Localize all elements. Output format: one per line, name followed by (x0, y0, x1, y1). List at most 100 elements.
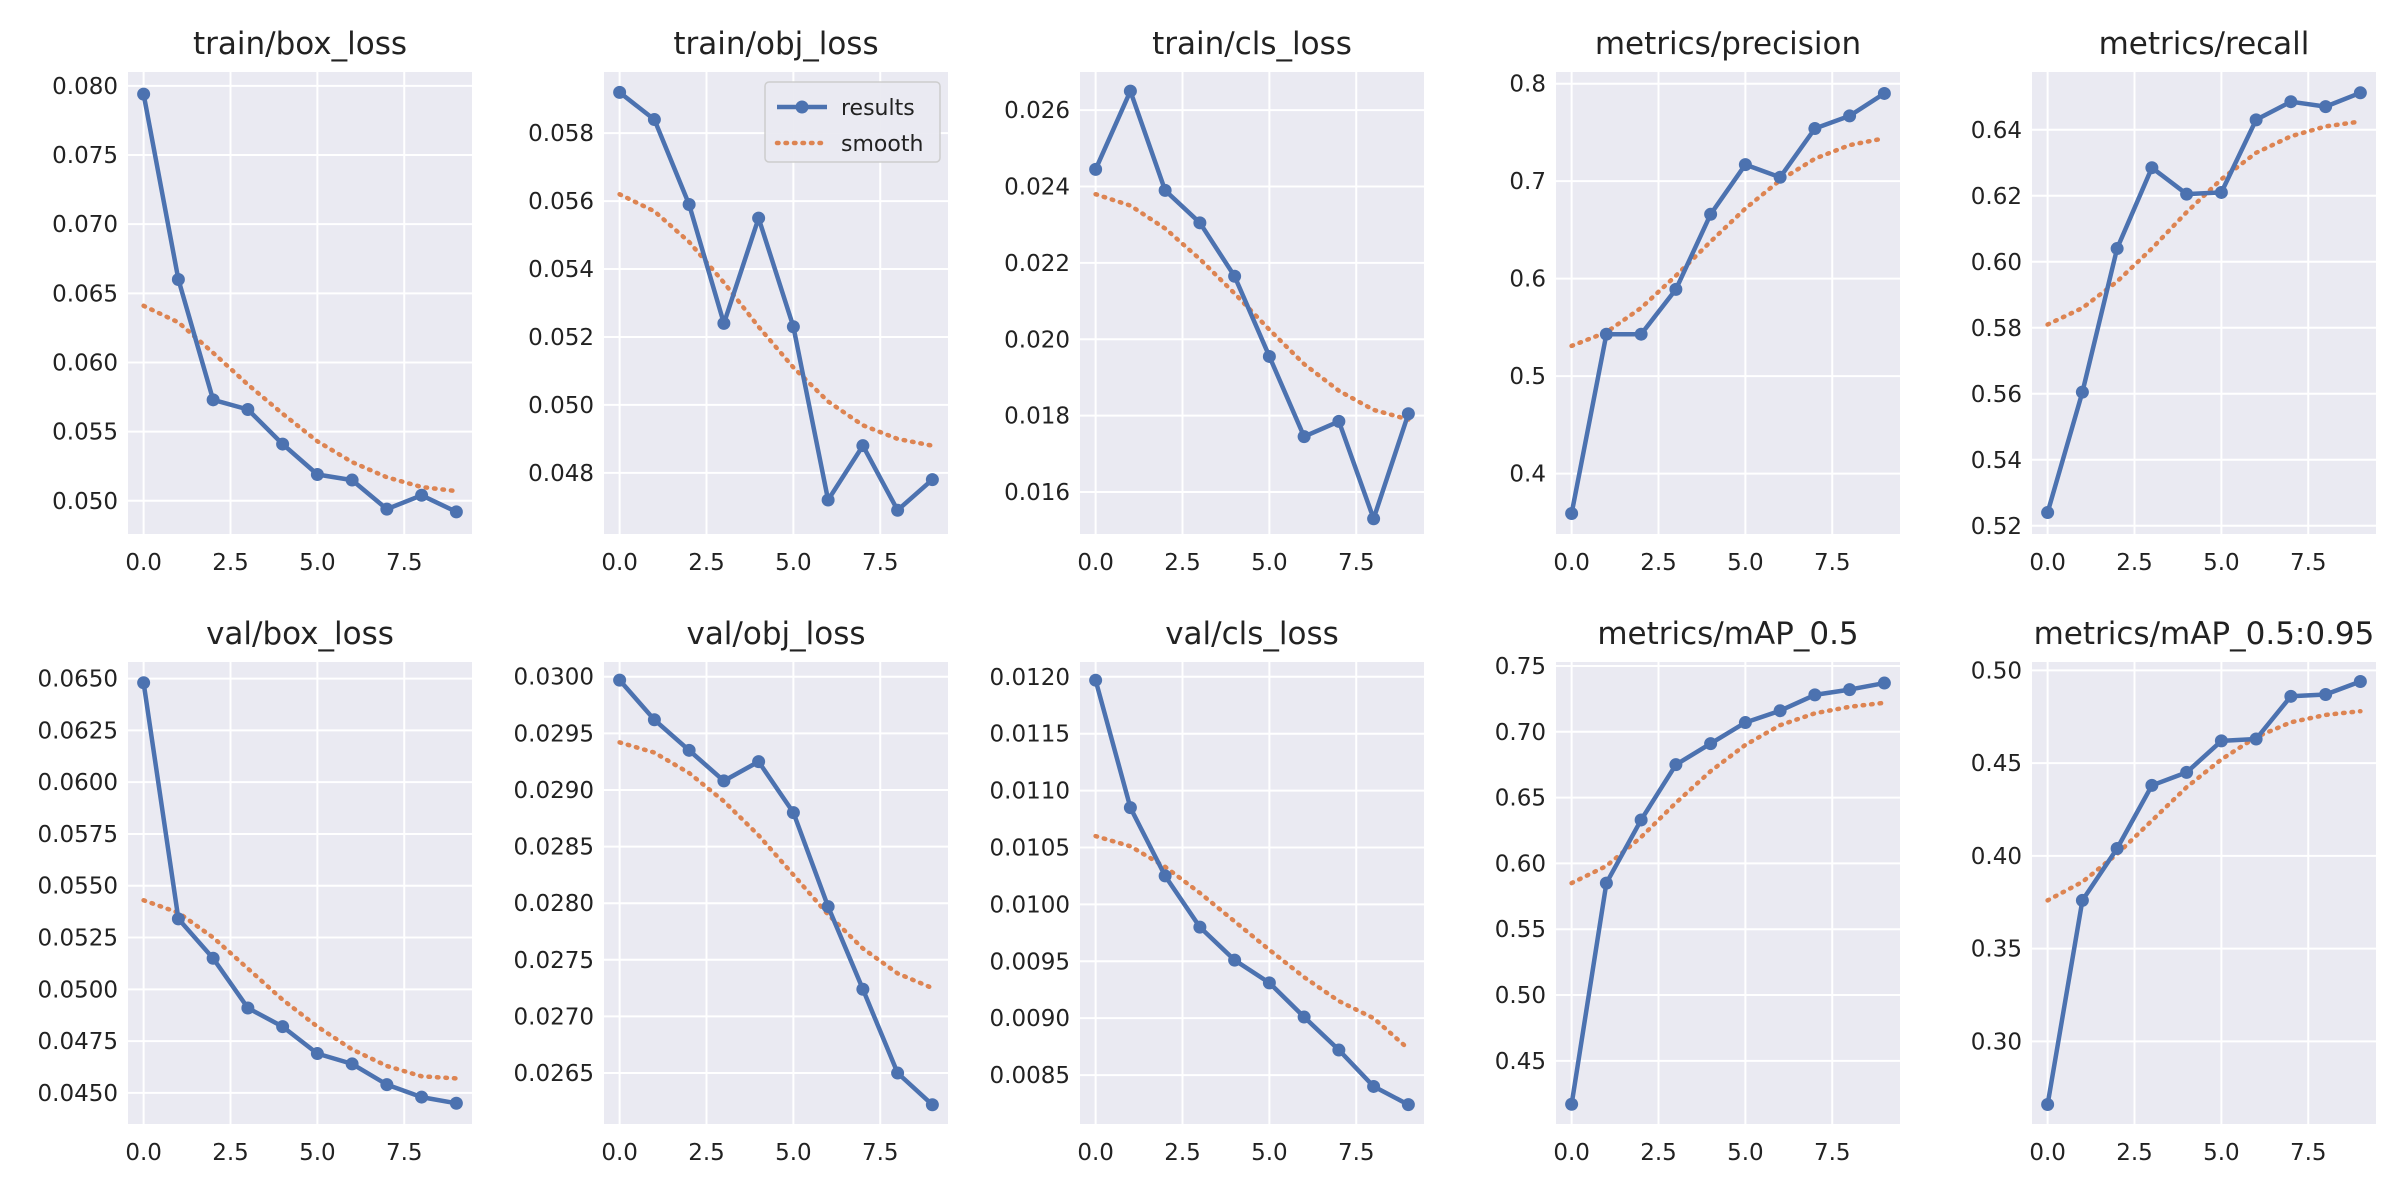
results-data-point (241, 403, 255, 417)
results-data-point (1401, 1098, 1415, 1112)
results-data-point (2041, 506, 2055, 520)
results-data-point (276, 437, 290, 451)
plot-area (1556, 72, 1900, 534)
results-data-point (415, 1090, 429, 1104)
y-tick-label: 0.0500 (38, 977, 118, 1003)
results-data-point (345, 473, 359, 487)
results-data-point (1808, 122, 1822, 136)
chart-panel: 0.0 2.5 5.0 7.5 0.0450 0.0475 0.0500 0.0525 0.05… (38, 616, 472, 1166)
y-tick-label: 0.0575 (38, 822, 118, 848)
results-data-point (1158, 183, 1172, 197)
y-tick-label: 0.0600 (38, 770, 118, 796)
results-data-point (1401, 407, 1415, 421)
results-data-point (137, 87, 151, 101)
y-tick-label: 0.0550 (38, 874, 118, 900)
y-tick-label: 0.6 (1509, 267, 1546, 293)
results-data-point (891, 503, 905, 517)
smooth-series-line (617, 740, 935, 991)
x-tick-label: 5.0 (1727, 550, 1764, 576)
results-series-line (2045, 90, 2362, 514)
results-data-point (137, 676, 151, 690)
results-data-point (786, 320, 800, 334)
y-tick-label: 0.0095 (990, 949, 1070, 975)
results-data-point (1367, 512, 1381, 526)
results-data-point (2075, 893, 2089, 907)
y-tick-label: 0.0275 (514, 948, 594, 974)
x-tick-label: 7.5 (862, 550, 899, 576)
results-data-point (2110, 242, 2124, 256)
x-tick-label: 5.0 (1251, 1140, 1288, 1166)
smooth-series-line (2045, 119, 2363, 327)
results-data-point (449, 1096, 463, 1110)
y-tick-label: 0.026 (1004, 98, 1070, 124)
y-tick-label: 0.018 (1004, 404, 1070, 430)
results-data-point (345, 1057, 359, 1071)
results-data-point (380, 1078, 394, 1092)
x-tick-label: 0.0 (125, 550, 162, 576)
y-tick-label: 0.024 (1004, 175, 1070, 201)
y-tick-label: 0.075 (52, 143, 118, 169)
plot-area (1080, 662, 1424, 1124)
results-data-point (2319, 100, 2333, 114)
results-data-point (613, 673, 627, 687)
x-tick-label: 5.0 (775, 550, 812, 576)
y-tick-label: 0.62 (1971, 184, 2022, 210)
chart-title: val/cls_loss (1165, 616, 1339, 652)
results-data-point (1089, 673, 1103, 687)
y-tick-label: 0.54 (1971, 448, 2022, 474)
y-tick-label: 0.0265 (514, 1061, 594, 1087)
y-tick-label: 0.52 (1971, 514, 2022, 540)
legend-smooth-label: smooth (841, 132, 923, 157)
y-tick-label: 0.70 (1495, 720, 1546, 746)
x-tick-label: 2.5 (1164, 550, 1201, 576)
y-tick-label: 0.0090 (990, 1006, 1070, 1032)
results-data-point (2249, 732, 2263, 746)
plot-area (128, 662, 472, 1124)
smooth-series-line (141, 898, 459, 1081)
results-data-point (821, 900, 835, 914)
legend-results-label: results (841, 96, 915, 121)
results-data-point (1738, 158, 1752, 172)
y-tick-label: 0.64 (1971, 118, 2022, 144)
y-tick-label: 0.0300 (514, 665, 594, 691)
y-tick-label: 0.022 (1004, 251, 1070, 277)
chart-title: metrics/mAP_0.5:0.95 (2034, 616, 2375, 652)
x-tick-label: 2.5 (1164, 1140, 1201, 1166)
legend: results smooth (764, 81, 941, 163)
results-data-point (2214, 185, 2228, 199)
chart-panel: 0.0 2.5 5.0 7.5 0.016 0.018 0.020 0.022 0.024 0.0… (1004, 26, 1424, 576)
chart-panel: 0.0 2.5 5.0 7.5 0.45 0.50 0.55 0.60 0.65 0.70 0.75… (1495, 616, 1900, 1166)
x-tick-label: 2.5 (1640, 1140, 1677, 1166)
y-tick-label: 0.060 (52, 350, 118, 376)
y-tick-label: 0.0270 (514, 1004, 594, 1030)
results-data-point (647, 113, 661, 127)
x-tick-label: 2.5 (2116, 1140, 2153, 1166)
results-data-point (171, 272, 185, 286)
y-tick-label: 0.8 (1509, 72, 1546, 98)
y-tick-label: 0.45 (1971, 751, 2022, 777)
y-tick-label: 0.60 (1971, 250, 2022, 276)
results-series-line (617, 678, 934, 1107)
y-tick-label: 0.020 (1004, 327, 1070, 353)
y-tick-label: 0.080 (52, 74, 118, 100)
x-tick-label: 7.5 (2290, 550, 2327, 576)
results-series-line (1569, 680, 1885, 1105)
chart-title: train/cls_loss (1152, 26, 1352, 62)
results-data-point (1123, 801, 1137, 815)
y-tick-label: 0.048 (528, 461, 594, 487)
results-data-point (613, 85, 627, 99)
chart-title: train/box_loss (193, 26, 407, 62)
results-data-point (1123, 84, 1137, 98)
results-data-point (1634, 327, 1648, 341)
results-data-point (415, 488, 429, 502)
y-tick-label: 0.0450 (38, 1081, 118, 1107)
y-tick-label: 0.35 (1971, 937, 2022, 963)
results-data-point (1669, 282, 1683, 296)
results-data-point (1228, 953, 1242, 967)
y-tick-label: 0.45 (1495, 1049, 1546, 1075)
results-data-point (2145, 161, 2159, 175)
results-data-point (1843, 109, 1857, 123)
results-data-point (682, 197, 696, 211)
results-data-point (1565, 1097, 1579, 1111)
plot-area (1080, 72, 1424, 534)
